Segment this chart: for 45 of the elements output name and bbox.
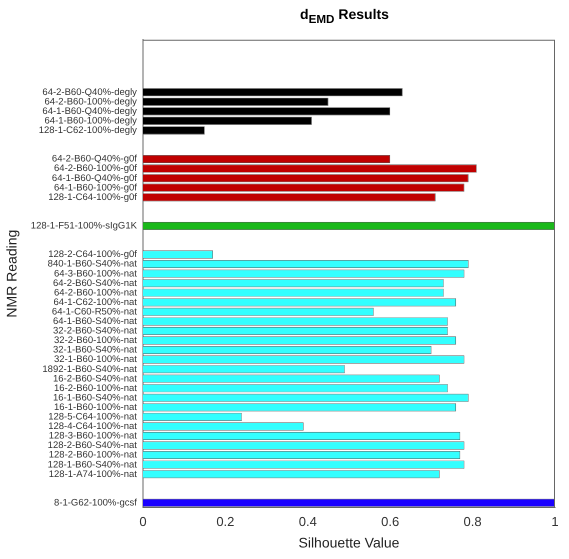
y-tick-label: 64-2-B60-S40%-nat [52, 278, 138, 289]
x-tick-label: 0.8 [464, 514, 482, 529]
y-tick-label: 64-1-B60-100%-g0f [54, 182, 138, 194]
y-tick-label: 1892-1-B60-S40%-nat [42, 364, 138, 375]
y-tick-label: 16-1-B60-100%-nat [54, 402, 138, 413]
y-tick-label: 64-1-C62-100%-nat [54, 296, 138, 308]
y-tick-label: 64-1-C60-R50%-nat [52, 306, 138, 318]
y-tick-label: 32-1-B60-S40%-nat [52, 344, 138, 356]
x-tick-label: 0.2 [216, 514, 234, 529]
y-tick-label: 128-5-C64-100%-nat [48, 412, 138, 423]
y-tick-label: 64-2-B60-100%-g0f [54, 163, 138, 174]
y-tick-label: 128-1-A74-100%-nat [48, 468, 138, 480]
y-tick-label: 128-1-B60-S40%-nat [48, 459, 138, 470]
y-tick-label: 840-1-B60-S40%-nat [48, 258, 138, 270]
x-tick-label: 0.6 [381, 514, 400, 529]
chart-title: d$_{EMD}$ Results [299, 5, 390, 28]
y-tick-label: 128-2-B60-S40%-nat [48, 440, 138, 452]
y-axis-title: NMR Reading [3, 230, 20, 318]
y-tick-label: 128-1-F51-100%-sIgG1K [30, 220, 138, 232]
x-tick-label: 0.4 [298, 514, 317, 529]
y-tick-label: 64-1-B60-S40%-nat [52, 316, 138, 328]
y-tick-label: 128-2-B60-100%-nat [48, 450, 138, 461]
x-axis-title: Silhouette Value [298, 534, 400, 550]
y-tick-label: 128-4-C64-100%-nat [48, 421, 138, 432]
y-tick-label: 128-1-C64-100%-g0f [48, 192, 138, 203]
y-tick-label: 64-1-B60-Q40%-degly [42, 106, 138, 117]
y-tick-label: 64-3-B60-100%-nat [54, 268, 138, 280]
y-tick-label: 64-2-B60-100%-nat [54, 287, 138, 298]
y-tick-label: 64-1-B60-100%-degly [44, 115, 138, 126]
y-tick-label: 64-2-B60-100%-degly [44, 96, 138, 108]
y-tick-label: 32-1-B60-100%-nat [54, 354, 138, 366]
y-tick-label: 8-1-G62-100%-gcsf [54, 497, 138, 508]
y-tick-label: 128-2-C64-100%-g0f [48, 249, 138, 260]
y-tick-label: 64-2-B60-Q40%-degly [42, 86, 138, 98]
y-tick-label: 16-2-B60-S40%-nat [52, 373, 138, 384]
y-tick-label: 64-2-B60-Q40%-g0f [52, 154, 138, 165]
x-tick-label: 1 [551, 514, 559, 529]
y-tick-label: 16-2-B60-100%-nat [54, 382, 138, 394]
y-tick-label: 64-1-B60-Q40%-g0f [52, 172, 138, 184]
y-tick-label: 32-2-B60-100%-nat [54, 335, 138, 346]
y-tick-label: 128-1-C62-100%-degly [38, 125, 138, 136]
y-tick-label: 16-1-B60-S40%-nat [52, 392, 138, 404]
y-tick-label: 32-2-B60-S40%-nat [52, 326, 138, 337]
y-tick-label: 128-3-B60-100%-nat [48, 430, 138, 442]
x-tick-label: 0 [139, 514, 147, 529]
